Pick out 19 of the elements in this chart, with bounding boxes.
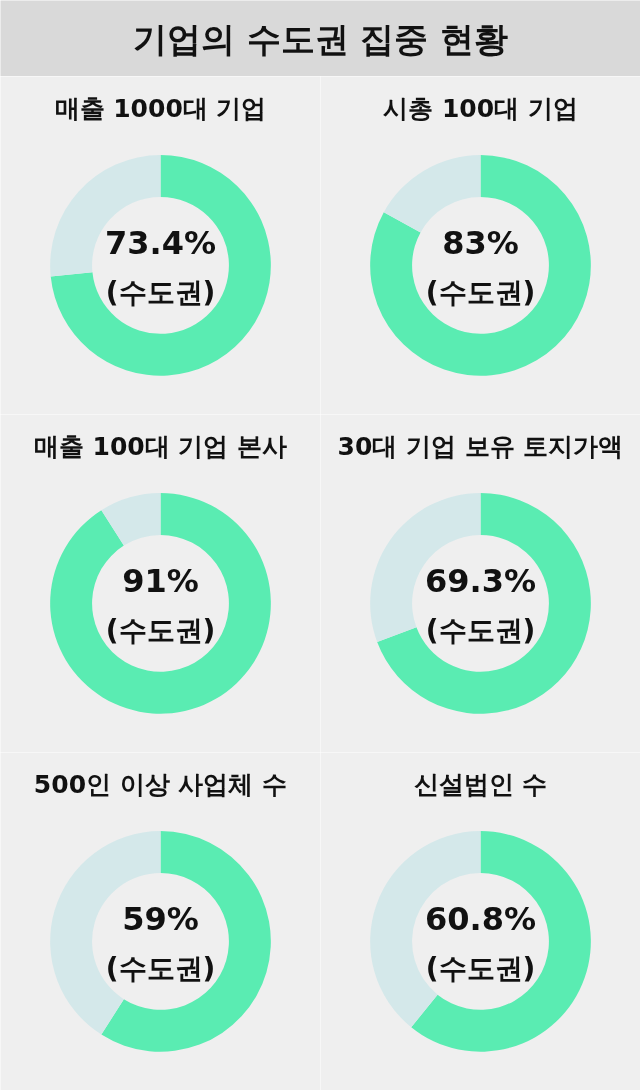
chart-title: 500인 이상 사업체 수 xyxy=(33,770,288,800)
slice-label: (수도권) xyxy=(105,276,216,310)
slice-label: (수도권) xyxy=(425,276,536,310)
data-label: 59% xyxy=(122,900,199,939)
data-label: 91% xyxy=(122,562,199,601)
chart-title: 매출 100대 기업 본사 xyxy=(33,432,288,462)
data-label: 83% xyxy=(442,224,519,263)
slice-label: (수도권) xyxy=(425,952,536,986)
slice-label: (수도권) xyxy=(105,614,216,648)
data-label: 73.4% xyxy=(104,224,217,263)
text: 기업의 수도권 집중 현황 xyxy=(132,18,509,59)
data-label: 60.8% xyxy=(424,900,537,939)
slice-label: (수도권) xyxy=(105,952,216,986)
chart-title: 신설법인 수 xyxy=(413,770,548,800)
data-label: 69.3% xyxy=(424,562,537,601)
chart-title: 30대 기업 보유 토지가액 xyxy=(337,432,624,462)
chart-title: 매출 1000대 기업 xyxy=(54,94,267,124)
slice-label: (수도권) xyxy=(425,614,536,648)
chart-title: 시총 100대 기업 xyxy=(383,94,578,124)
